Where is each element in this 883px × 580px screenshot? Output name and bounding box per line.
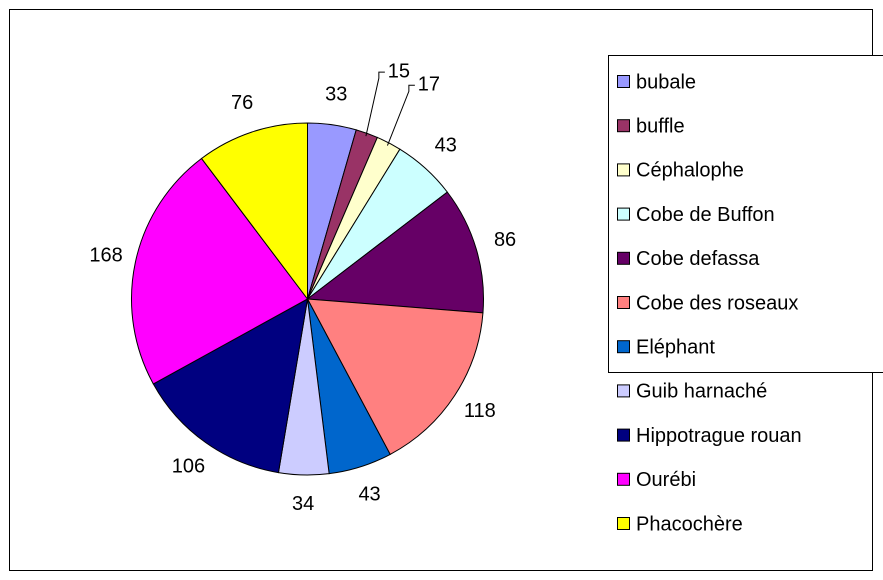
legend-swatch xyxy=(617,296,630,309)
data-label: 17 xyxy=(418,74,440,96)
legend-swatch xyxy=(617,207,630,221)
data-label: 43 xyxy=(358,484,380,506)
data-label: 43 xyxy=(435,135,457,157)
legend-label: Phacochère xyxy=(636,513,743,535)
legend-swatch xyxy=(617,75,630,88)
legend-swatch xyxy=(617,517,630,530)
data-label: 118 xyxy=(464,400,496,422)
leader-line xyxy=(365,71,385,137)
pie-slice xyxy=(200,122,308,301)
legend-label: Cobe de Buffon xyxy=(636,204,775,226)
legend-swatch xyxy=(617,428,630,442)
legend-swatch xyxy=(617,163,630,177)
data-label: 33 xyxy=(325,83,347,105)
data-label: 86 xyxy=(494,229,516,251)
legend-box xyxy=(608,55,883,373)
legend-swatch xyxy=(617,340,630,354)
pie-slice xyxy=(306,298,484,456)
legend-label: Eléphant xyxy=(636,336,715,358)
data-label: 76 xyxy=(231,92,253,114)
legend-label: Céphalophe xyxy=(636,160,744,182)
legend-label: Cobe des roseaux xyxy=(636,292,798,314)
legend-label: buffle xyxy=(636,115,685,137)
legend-swatch xyxy=(617,119,630,133)
pie-slice xyxy=(152,298,309,474)
legend-label: bubale xyxy=(636,71,696,93)
data-label: 168 xyxy=(89,244,122,266)
legend-label: Ourébi xyxy=(636,469,696,491)
legend-label: Guib harnaché xyxy=(636,381,767,403)
data-label: 15 xyxy=(388,60,410,82)
legend-label: Cobe defassa xyxy=(636,248,760,270)
data-label: 34 xyxy=(292,493,314,515)
legend-swatch xyxy=(617,384,630,398)
pie-slice xyxy=(131,157,309,385)
data-label: 106 xyxy=(172,455,205,477)
legend-swatch xyxy=(617,251,630,265)
pie-slice xyxy=(306,191,484,314)
legend-label: Hippotrague rouan xyxy=(636,425,802,447)
leader-line xyxy=(386,84,415,146)
legend-swatch xyxy=(617,472,630,486)
